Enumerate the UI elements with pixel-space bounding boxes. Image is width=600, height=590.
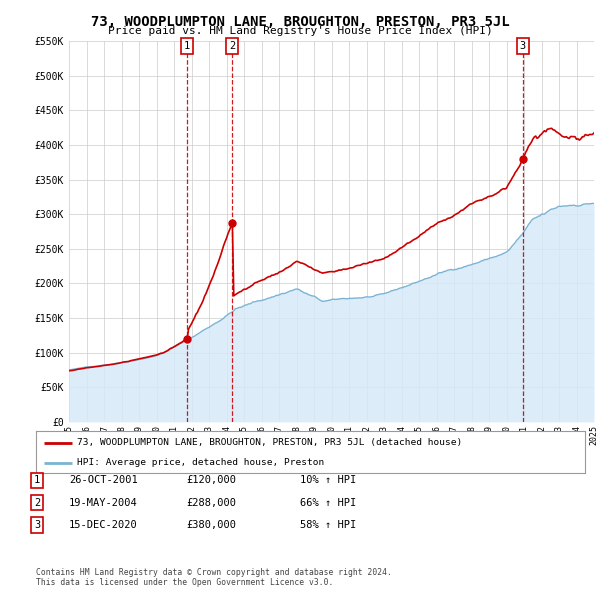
Text: 10% ↑ HPI: 10% ↑ HPI xyxy=(300,476,356,485)
Text: 1: 1 xyxy=(184,41,190,51)
Text: Contains HM Land Registry data © Crown copyright and database right 2024.
This d: Contains HM Land Registry data © Crown c… xyxy=(36,568,392,587)
Text: 19-MAY-2004: 19-MAY-2004 xyxy=(69,498,138,507)
Text: 26-OCT-2001: 26-OCT-2001 xyxy=(69,476,138,485)
Text: 1: 1 xyxy=(34,476,40,485)
Text: 3: 3 xyxy=(520,41,526,51)
Text: £120,000: £120,000 xyxy=(186,476,236,485)
Text: 2: 2 xyxy=(34,498,40,507)
Text: 2: 2 xyxy=(229,41,235,51)
Text: HPI: Average price, detached house, Preston: HPI: Average price, detached house, Pres… xyxy=(77,458,325,467)
Text: 58% ↑ HPI: 58% ↑ HPI xyxy=(300,520,356,530)
Text: Price paid vs. HM Land Registry's House Price Index (HPI): Price paid vs. HM Land Registry's House … xyxy=(107,26,493,36)
Text: 3: 3 xyxy=(34,520,40,530)
Text: 66% ↑ HPI: 66% ↑ HPI xyxy=(300,498,356,507)
Text: £288,000: £288,000 xyxy=(186,498,236,507)
Text: 15-DEC-2020: 15-DEC-2020 xyxy=(69,520,138,530)
Text: 73, WOODPLUMPTON LANE, BROUGHTON, PRESTON, PR3 5JL (detached house): 73, WOODPLUMPTON LANE, BROUGHTON, PRESTO… xyxy=(77,438,463,447)
Text: £380,000: £380,000 xyxy=(186,520,236,530)
Text: 73, WOODPLUMPTON LANE, BROUGHTON, PRESTON, PR3 5JL: 73, WOODPLUMPTON LANE, BROUGHTON, PRESTO… xyxy=(91,15,509,29)
